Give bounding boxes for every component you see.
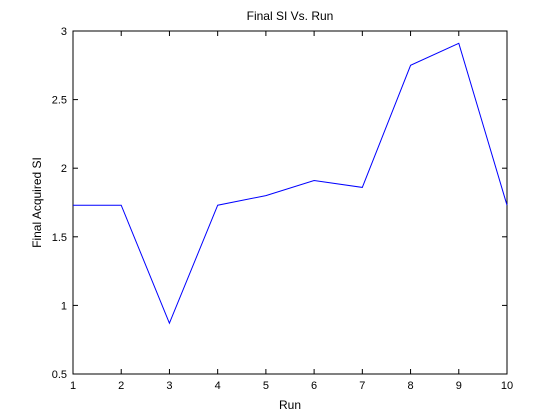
y-tick-label: 1	[61, 300, 67, 312]
x-tick-label: 6	[311, 380, 317, 392]
y-tick-label: 3	[61, 26, 67, 38]
x-tick-label: 10	[501, 380, 513, 392]
y-axis: 0.5 1 1.5 2 2.5 3	[52, 26, 507, 381]
y-tick-label: 1.5	[52, 232, 67, 244]
x-tick-label: 2	[118, 380, 124, 392]
y-tick-label: 0.5	[52, 369, 67, 381]
y-tick-label: 2	[61, 163, 67, 175]
x-tick-label: 9	[456, 380, 462, 392]
x-tick-label: 7	[359, 380, 365, 392]
x-tick-label: 1	[70, 380, 76, 392]
y-axis-label: Final Acquired SI	[30, 157, 44, 248]
x-axis-label: Run	[279, 398, 301, 412]
x-axis: 1 2 3 4 5 6 7 8 9 10	[70, 31, 513, 392]
chart-title: Final SI Vs. Run	[247, 9, 334, 23]
x-tick-label: 5	[263, 380, 269, 392]
series-line	[73, 42, 508, 325]
series-layer	[73, 42, 508, 325]
x-tick-label: 3	[166, 380, 172, 392]
y-tick-label: 2.5	[52, 95, 67, 107]
x-tick-label: 4	[215, 380, 221, 392]
x-tick-label: 8	[407, 380, 413, 392]
plot-area	[72, 30, 508, 375]
